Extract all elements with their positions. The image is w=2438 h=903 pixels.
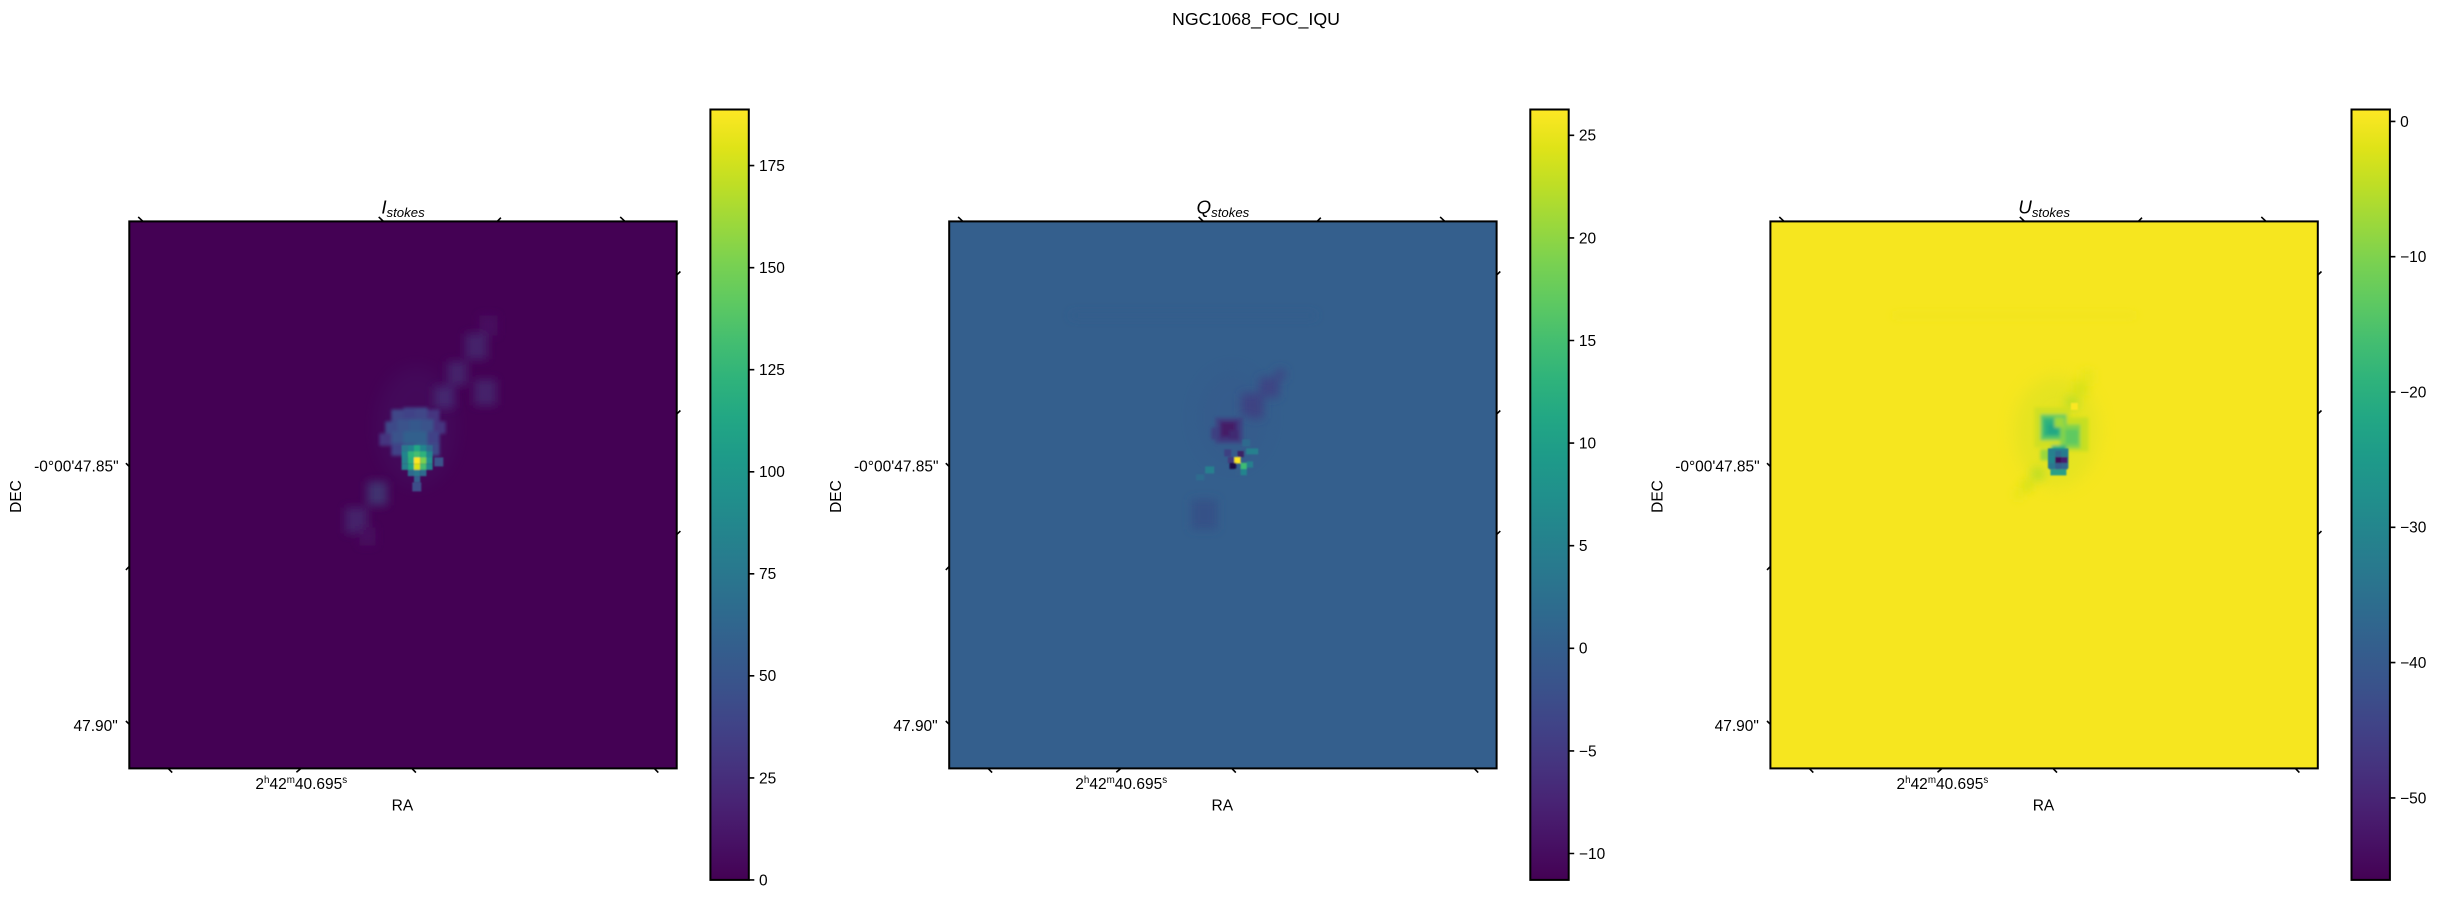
svg-text:47.90": 47.90" <box>74 718 118 735</box>
svg-text:-0°00'47.85": -0°00'47.85" <box>34 459 118 476</box>
svg-text:25: 25 <box>759 770 776 787</box>
svg-text:−30: −30 <box>2400 520 2427 537</box>
svg-text:−10: −10 <box>1579 846 1606 863</box>
svg-text:75: 75 <box>759 566 776 583</box>
svg-text:150: 150 <box>759 260 785 277</box>
svg-text:125: 125 <box>759 362 785 379</box>
svg-text:2h42m40.695s: 2h42m40.695s <box>255 775 347 793</box>
svg-text:−10: −10 <box>2400 249 2427 266</box>
svg-text:RA: RA <box>2033 798 2055 815</box>
svg-text:Qstokes: Qstokes <box>1197 196 1250 220</box>
svg-text:0: 0 <box>1579 641 1588 658</box>
svg-text:−50: −50 <box>2400 790 2427 807</box>
svg-text:0: 0 <box>2400 114 2409 131</box>
svg-text:DEC: DEC <box>8 480 25 513</box>
svg-text:25: 25 <box>1579 128 1596 145</box>
svg-text:DEC: DEC <box>1649 480 1666 513</box>
svg-text:Istokes: Istokes <box>381 196 425 220</box>
svg-text:DEC: DEC <box>828 480 845 513</box>
svg-text:-0°00'47.85": -0°00'47.85" <box>854 459 938 476</box>
svg-text:RA: RA <box>392 798 414 815</box>
svg-text:100: 100 <box>759 464 785 481</box>
svg-text:NGC1068_FOC_IQU: NGC1068_FOC_IQU <box>1172 9 1340 30</box>
svg-text:−20: −20 <box>2400 384 2427 401</box>
svg-text:50: 50 <box>759 668 777 685</box>
svg-text:2h42m40.695s: 2h42m40.695s <box>1896 775 1988 793</box>
svg-text:47.90": 47.90" <box>893 718 937 735</box>
svg-text:-0°00'47.85": -0°00'47.85" <box>1675 459 1759 476</box>
svg-text:RA: RA <box>1212 798 1234 815</box>
svg-text:20: 20 <box>1579 230 1597 247</box>
svg-text:175: 175 <box>759 158 785 175</box>
svg-text:5: 5 <box>1579 538 1588 555</box>
svg-text:2h42m40.695s: 2h42m40.695s <box>1075 775 1167 793</box>
svg-text:10: 10 <box>1579 436 1597 453</box>
svg-text:47.90": 47.90" <box>1715 718 1759 735</box>
svg-text:Ustokes: Ustokes <box>2018 196 2070 220</box>
svg-text:15: 15 <box>1579 333 1596 350</box>
svg-text:−5: −5 <box>1579 743 1597 760</box>
svg-text:−40: −40 <box>2400 655 2427 672</box>
svg-text:0: 0 <box>759 872 768 889</box>
